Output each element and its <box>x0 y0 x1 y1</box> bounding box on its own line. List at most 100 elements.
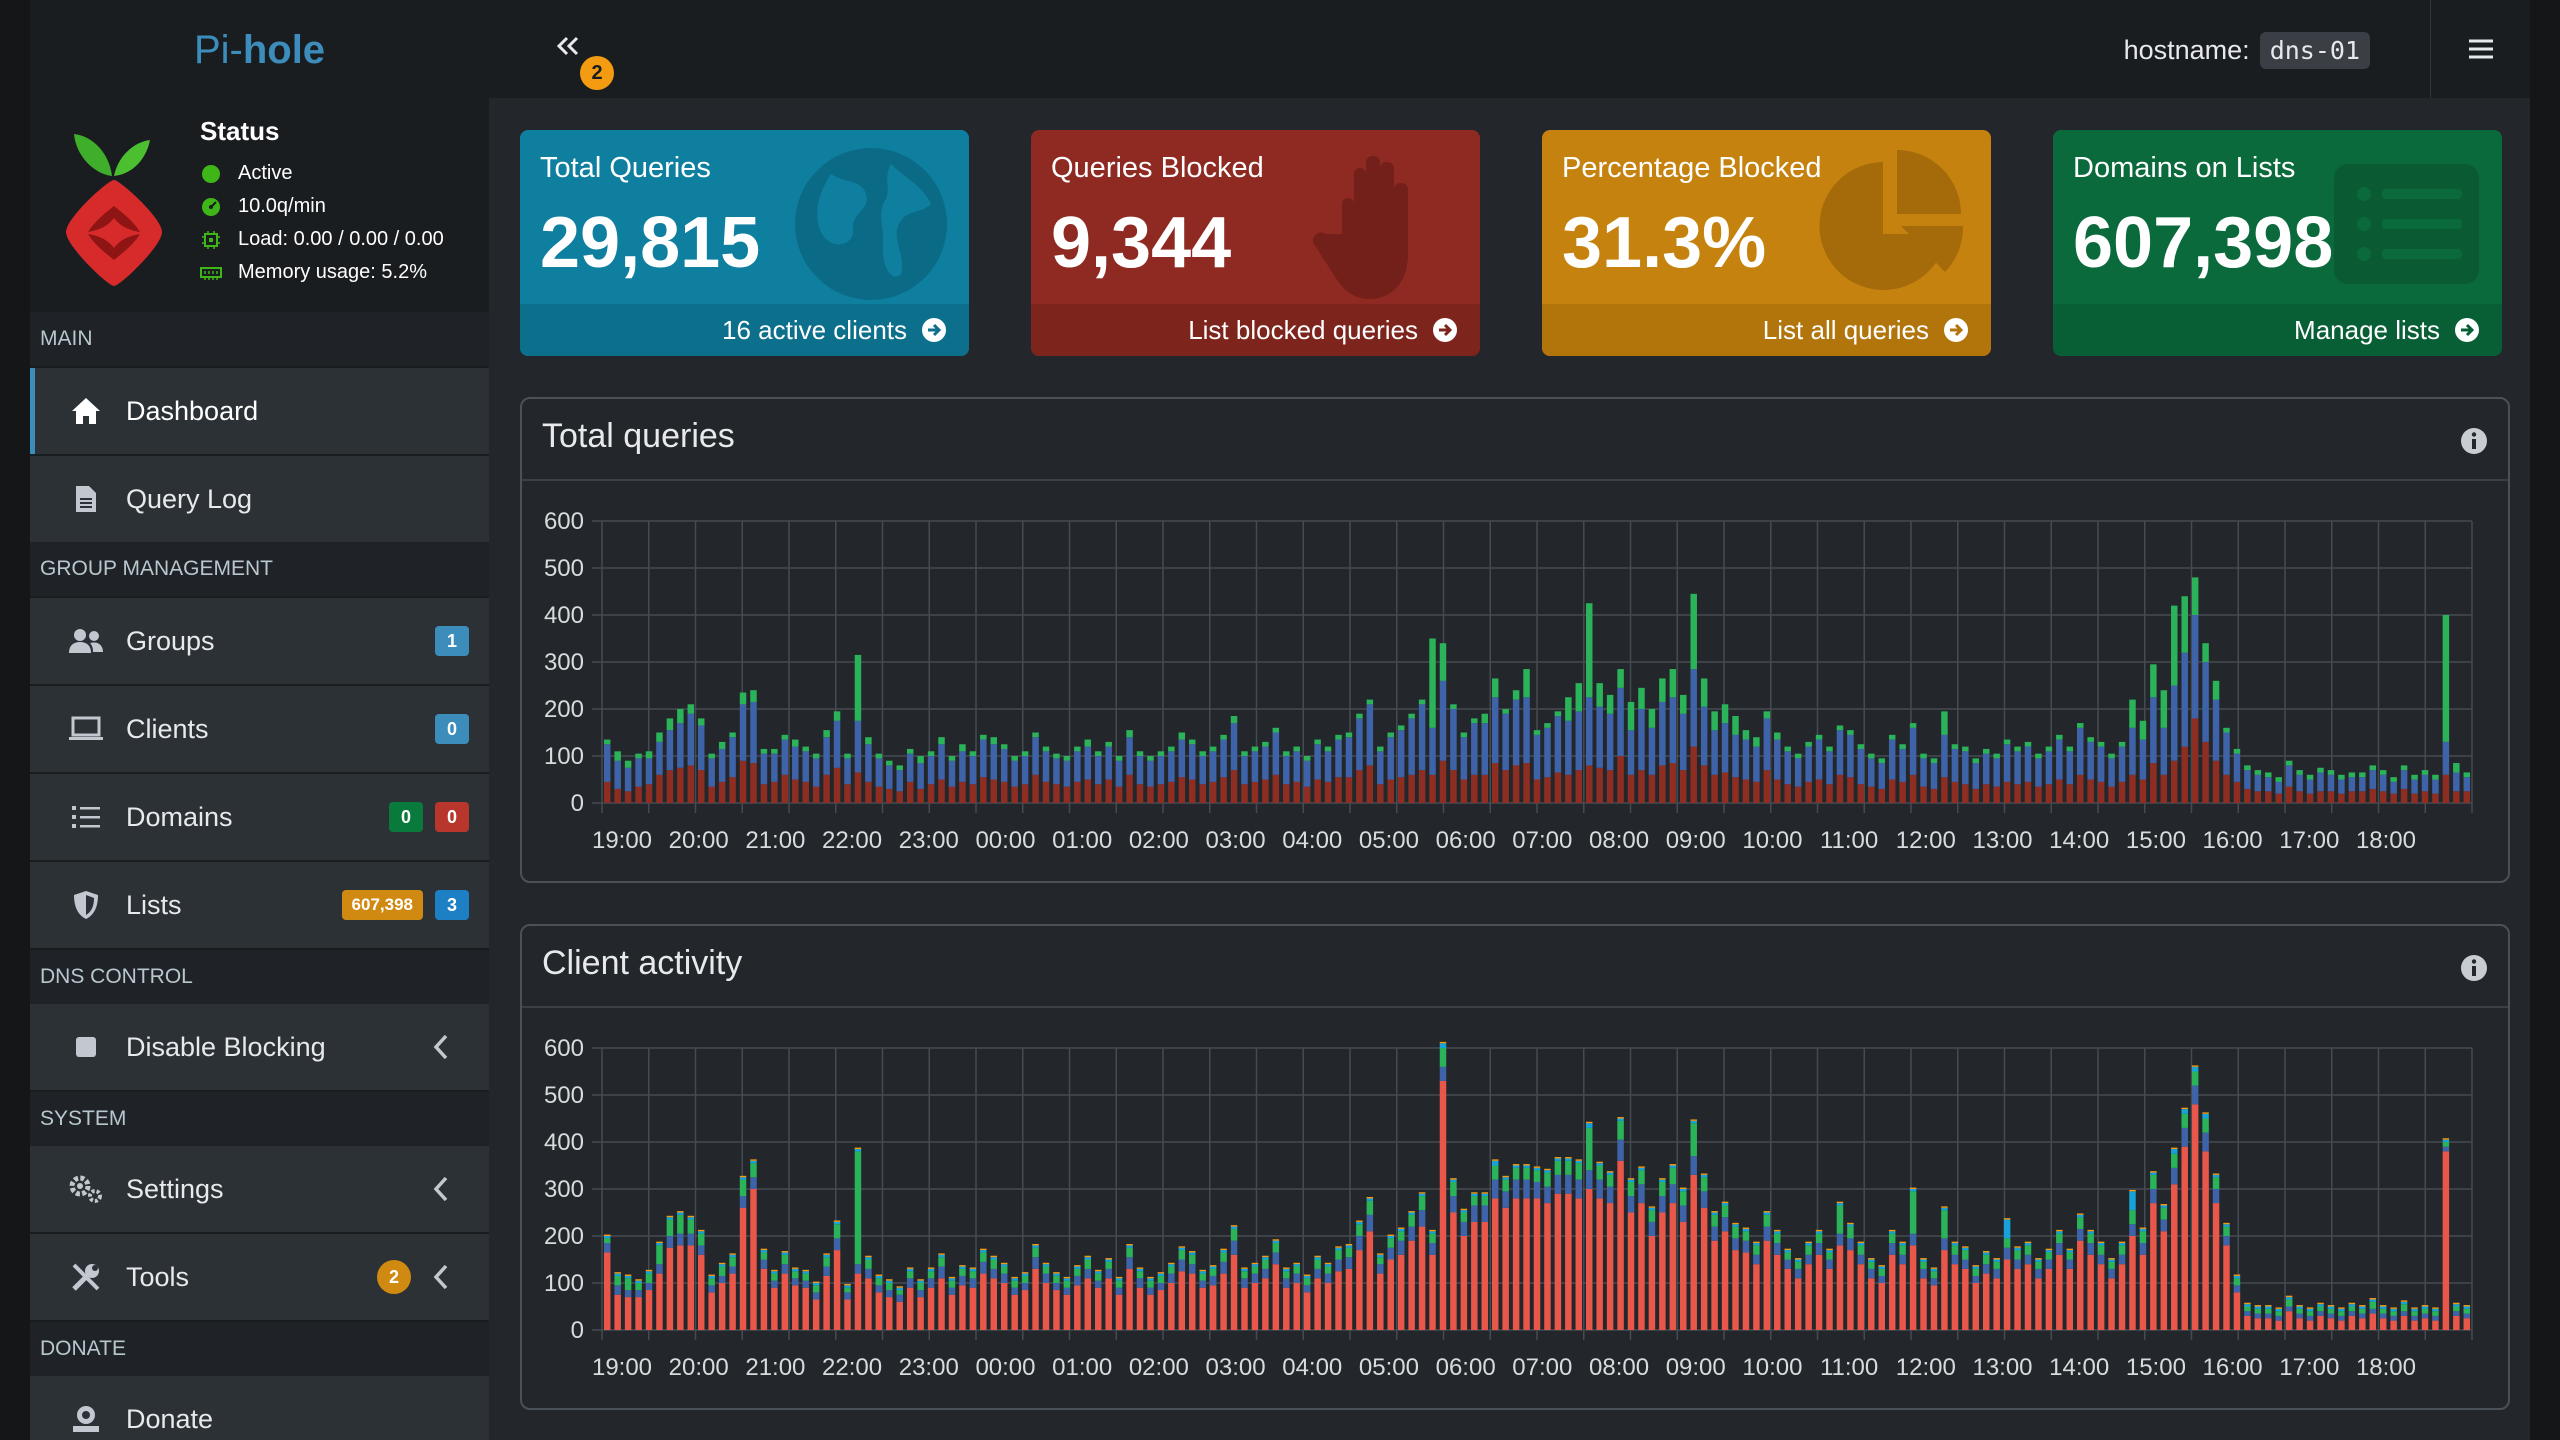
bar-segment-client-b[interactable] <box>603 1243 611 1253</box>
bar-segment-client-d[interactable] <box>1272 1240 1280 1244</box>
bar-segment-permitted[interactable] <box>2369 770 2376 789</box>
bar-segment-blocked[interactable] <box>2160 774 2168 803</box>
bar-segment-client-a[interactable] <box>1951 1264 1959 1330</box>
bar-segment-client-b[interactable] <box>2327 1313 2335 1319</box>
bar-segment-client-e[interactable] <box>969 1267 977 1269</box>
bar-segment-blocked[interactable] <box>1199 784 1206 803</box>
bar-segment-client-a[interactable] <box>1826 1268 1833 1330</box>
bar-segment-client-d[interactable] <box>2348 1304 2356 1307</box>
bar-segment-permitted[interactable] <box>2202 662 2209 742</box>
bar-segment-cached[interactable] <box>1951 744 1959 749</box>
bar-segment-permitted[interactable] <box>635 758 642 787</box>
bar-segment-cached[interactable] <box>1690 593 1697 670</box>
bar-segment-cached[interactable] <box>1460 732 1468 738</box>
bar-segment-blocked[interactable] <box>2432 793 2439 803</box>
bar-segment-client-b[interactable] <box>771 1280 778 1288</box>
bar-segment-cached[interactable] <box>1899 744 1906 749</box>
bar-segment-client-e[interactable] <box>2244 1302 2251 1305</box>
bar-segment-cached[interactable] <box>2181 596 2188 653</box>
bar-segment-permitted[interactable] <box>2056 739 2063 780</box>
bar-segment-client-d[interactable] <box>2379 1306 2387 1309</box>
bar-segment-client-e[interactable] <box>729 1253 736 1255</box>
bar-segment-client-c[interactable] <box>990 1259 997 1269</box>
bar-segment-client-b[interactable] <box>1450 1196 1457 1213</box>
bar-segment-blocked[interactable] <box>729 777 736 803</box>
bar-segment-client-a[interactable] <box>624 1297 632 1330</box>
bar-segment-cached[interactable] <box>1293 746 1300 752</box>
bar-segment-client-e[interactable] <box>1826 1248 1833 1251</box>
bar-segment-client-d[interactable] <box>1345 1245 1353 1248</box>
bar-segment-blocked[interactable] <box>927 784 935 803</box>
bar-segment-blocked[interactable] <box>1586 765 1593 803</box>
bar-segment-client-e[interactable] <box>1418 1192 1426 1194</box>
bar-segment-client-a[interactable] <box>1262 1278 1269 1330</box>
bar-segment-client-a[interactable] <box>1617 1160 1624 1330</box>
bar-segment-client-e[interactable] <box>1272 1239 1280 1241</box>
bar-segment-client-e[interactable] <box>771 1269 778 1272</box>
bar-segment-blocked[interactable] <box>1669 763 1677 803</box>
bar-segment-client-e[interactable] <box>2285 1295 2293 1298</box>
bar-segment-permitted[interactable] <box>687 713 695 766</box>
bar-segment-client-b[interactable] <box>1878 1275 1885 1283</box>
bar-segment-client-b[interactable] <box>1418 1210 1426 1227</box>
bar-segment-client-a[interactable] <box>1429 1254 1436 1330</box>
bar-segment-blocked[interactable] <box>1982 784 1990 803</box>
bar-segment-client-d[interactable] <box>1753 1243 1760 1246</box>
bar-segment-cached[interactable] <box>2275 777 2282 782</box>
bar-segment-client-b[interactable] <box>2150 1189 2157 1204</box>
bar-segment-blocked[interactable] <box>1220 777 1227 803</box>
bar-segment-client-a[interactable] <box>1115 1294 1123 1330</box>
bar-segment-cached[interactable] <box>2077 723 2084 728</box>
bar-segment-client-c[interactable] <box>1575 1163 1583 1180</box>
bar-segment-permitted[interactable] <box>1032 737 1039 775</box>
bar-segment-permitted[interactable] <box>2003 744 2011 782</box>
bar-segment-permitted[interactable] <box>2035 758 2042 787</box>
bar-segment-client-e[interactable] <box>1857 1241 1865 1244</box>
bar-segment-client-e[interactable] <box>1909 1187 1917 1189</box>
bar-segment-client-c[interactable] <box>1732 1226 1739 1239</box>
bar-segment-client-c[interactable] <box>1784 1252 1791 1260</box>
bar-segment-cached[interactable] <box>2097 741 2105 747</box>
bar-segment-permitted[interactable] <box>1481 723 1489 775</box>
info-icon[interactable] <box>2460 954 2488 982</box>
bar-segment-client-b[interactable] <box>1721 1217 1729 1232</box>
bar-segment-cached[interactable] <box>1481 713 1489 724</box>
bar-segment-permitted[interactable] <box>1909 727 1917 775</box>
bar-segment-cached[interactable] <box>1324 746 1332 752</box>
bar-segment-client-a[interactable] <box>2432 1320 2439 1330</box>
bar-segment-client-e[interactable] <box>865 1255 872 1258</box>
bar-segment-client-c[interactable] <box>2191 1071 2199 1086</box>
bar-segment-client-a[interactable] <box>1763 1240 1771 1330</box>
bar-segment-client-a[interactable] <box>2077 1240 2084 1330</box>
bar-segment-client-d[interactable] <box>1418 1193 1426 1197</box>
bar-segment-client-b[interactable] <box>1669 1184 1677 1204</box>
bar-segment-client-e[interactable] <box>1032 1243 1039 1246</box>
bar-segment-client-a[interactable] <box>1450 1212 1457 1331</box>
bar-segment-client-c[interactable] <box>2160 1207 2168 1220</box>
bar-segment-client-c[interactable] <box>1335 1250 1342 1260</box>
bar-segment-blocked[interactable] <box>2369 788 2376 803</box>
bar-segment-client-d[interactable] <box>1523 1165 1530 1168</box>
bar-segment-client-c[interactable] <box>1878 1268 1885 1276</box>
bar-segment-cached[interactable] <box>854 654 862 721</box>
bar-segment-client-a[interactable] <box>1794 1278 1802 1330</box>
bar-segment-client-d[interactable] <box>906 1268 914 1272</box>
bar-segment-client-d[interactable] <box>1011 1278 1018 1281</box>
bar-segment-permitted[interactable] <box>1460 737 1468 780</box>
bar-segment-client-b[interactable] <box>1659 1196 1666 1213</box>
bar-segment-permitted[interactable] <box>1397 730 1405 778</box>
bar-segment-blocked[interactable] <box>2285 786 2293 803</box>
bar-segment-blocked[interactable] <box>2338 793 2345 803</box>
bar-segment-blocked[interactable] <box>1962 784 1969 803</box>
sidebar-item-tools[interactable]: Tools 2 <box>30 1234 489 1320</box>
bar-segment-client-a[interactable] <box>948 1294 956 1330</box>
bar-segment-client-c[interactable] <box>750 1163 757 1178</box>
bar-segment-client-a[interactable] <box>2097 1264 2105 1330</box>
bar-segment-cached[interactable] <box>1502 709 1509 714</box>
bar-segment-permitted[interactable] <box>1805 746 1812 782</box>
bar-segment-cached[interactable] <box>1377 746 1384 752</box>
bar-segment-client-d[interactable] <box>1157 1273 1165 1276</box>
bar-segment-permitted[interactable] <box>2212 699 2220 761</box>
bar-segment-cached[interactable] <box>656 732 663 742</box>
bar-segment-client-c[interactable] <box>1690 1123 1697 1157</box>
